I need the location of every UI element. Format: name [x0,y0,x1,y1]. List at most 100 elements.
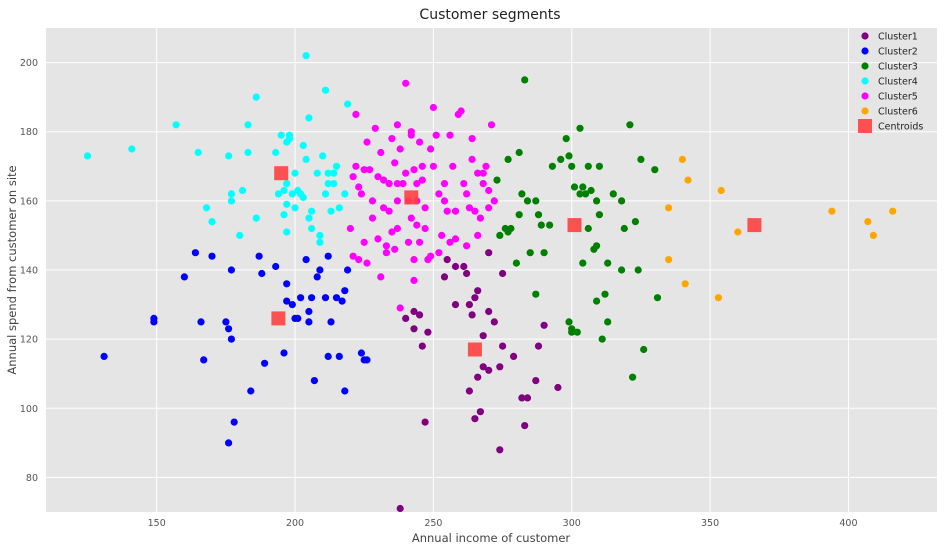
point-cluster5 [374,173,382,181]
point-cluster5 [485,204,493,212]
point-cluster4 [283,228,291,236]
point-cluster4 [83,152,92,160]
point-cluster3 [504,155,512,163]
point-cluster1 [490,318,498,326]
point-cluster5 [352,162,360,170]
point-cluster1 [476,408,484,416]
point-cluster5 [402,79,410,87]
point-cluster5 [396,145,404,153]
point-cluster4 [194,148,202,157]
point-cluster5 [463,242,471,250]
x-tick-label: 150 [148,518,166,529]
point-cluster3 [496,231,504,239]
point-cluster5 [427,252,435,260]
legend-label: Cluster3 [878,62,918,73]
point-cluster5 [460,180,468,188]
point-cluster5 [446,131,454,139]
point-cluster5 [435,249,443,257]
point-cluster5 [349,252,357,260]
point-cluster3 [604,318,612,326]
point-cluster5 [380,176,388,184]
point-cluster5 [402,169,410,177]
point-cluster2 [280,349,288,357]
point-cluster3 [593,242,601,250]
point-cluster2 [100,352,108,360]
point-cluster5 [435,190,443,198]
point-cluster2 [272,262,280,271]
point-cluster5 [440,197,449,205]
point-cluster2 [297,294,305,302]
point-cluster3 [573,328,581,336]
point-cluster4 [344,100,352,108]
point-cluster2 [305,307,313,316]
legend-marker-cluster3 [861,62,869,70]
point-cluster2 [321,294,330,302]
point-cluster4 [227,197,235,205]
point-cluster4 [341,190,349,198]
point-cluster5 [385,180,393,188]
point-cluster2 [327,318,335,326]
point-cluster2 [225,325,233,333]
point-cluster1 [479,363,487,371]
x-tick-label: 200 [286,518,304,529]
point-cluster4 [280,211,288,219]
point-cluster5 [468,155,476,163]
point-cluster2 [363,356,371,364]
point-cluster4 [330,169,338,177]
point-cluster4 [302,155,310,163]
point-cluster4 [244,121,252,129]
point-cluster3 [557,155,565,163]
point-cluster5 [410,276,418,284]
point-cluster1 [416,311,424,319]
point-cluster2 [197,318,205,326]
point-cluster5 [449,162,457,170]
point-cluster4 [280,186,288,195]
point-cluster4 [327,207,335,215]
point-cluster3 [548,162,557,170]
x-tick-label: 350 [701,518,719,529]
point-cluster1 [424,328,432,336]
point-cluster5 [446,238,454,246]
point-cluster4 [277,131,285,139]
point-cluster3 [587,186,595,195]
legend-label: Cluster2 [878,47,918,58]
data-points [83,52,897,513]
point-cluster3 [568,162,576,170]
point-cluster2 [294,314,302,322]
point-cluster5 [416,238,424,246]
point-cluster1 [474,373,482,381]
point-cluster4 [202,204,211,212]
point-cluster4 [272,148,280,157]
point-cluster3 [653,294,662,302]
point-cluster5 [363,259,371,267]
point-cluster5 [360,238,368,246]
legend: Cluster1 Cluster2 Cluster3 Cluster4 Cluster5… [858,32,923,133]
point-cluster1 [463,269,471,278]
point-cluster4 [283,200,291,208]
point-cluster2 [283,280,291,288]
point-cluster1 [471,294,479,302]
point-cluster1 [451,301,460,309]
point-cluster2 [310,377,318,385]
point-cluster3 [631,218,640,226]
point-cluster6 [828,207,836,215]
point-cluster2 [288,301,296,309]
legend-marker-cluster6 [861,107,869,115]
point-cluster1 [499,342,507,350]
point-cluster6 [717,186,725,195]
point-cluster2 [258,269,266,278]
point-cluster5 [346,224,354,233]
y-tick-label: 80 [26,473,38,484]
legend-label: Centroids [878,122,923,133]
point-cluster5 [410,256,418,264]
centroid-markers [271,166,762,357]
centroid-marker [467,342,482,357]
point-cluster6 [869,231,878,239]
point-cluster1 [465,301,473,309]
point-cluster5 [377,148,385,157]
point-cluster3 [579,259,587,267]
point-cluster2 [191,249,199,257]
point-cluster4 [274,190,282,198]
point-cluster1 [451,262,460,271]
point-cluster2 [344,266,352,274]
